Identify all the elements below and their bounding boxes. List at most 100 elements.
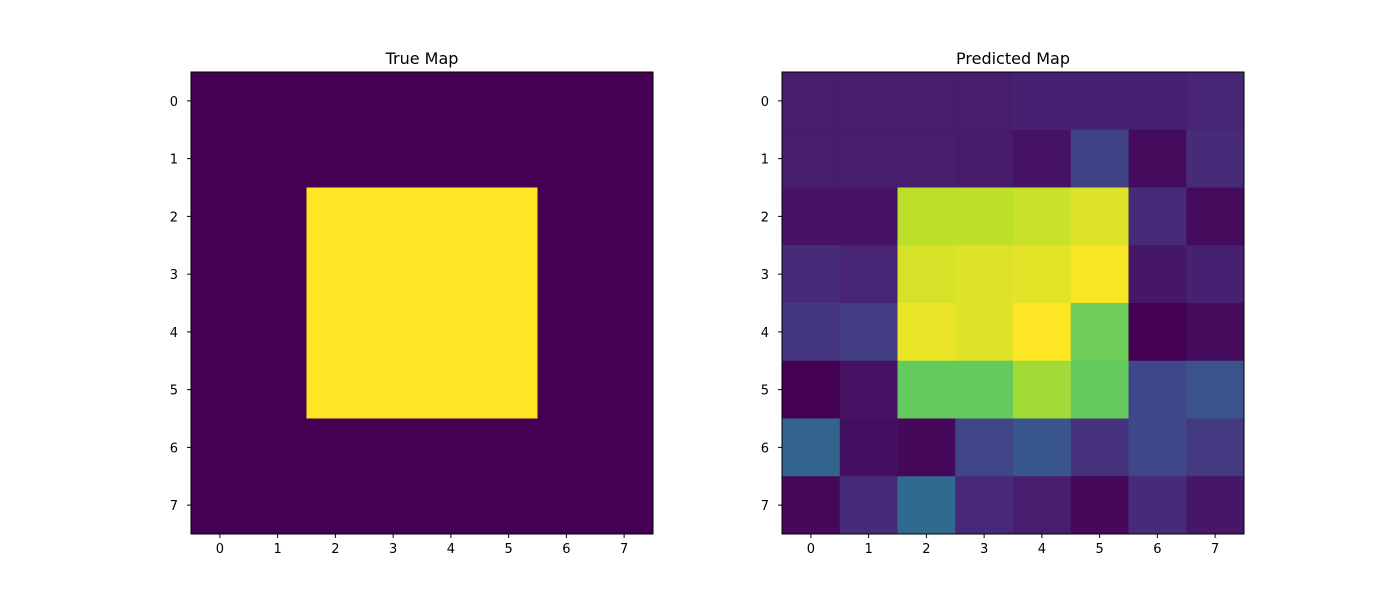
predicted-map-y-tick-label-1: 1 <box>761 153 769 168</box>
predicted-map-cell-r4-c5 <box>1070 303 1129 362</box>
predicted-map-cell-r4-c0 <box>782 303 841 362</box>
predicted-map-cell-r0-c2 <box>897 72 956 131</box>
true-map-cell-r1-c3 <box>364 129 423 188</box>
true-map-cell-r1-c0 <box>191 129 250 188</box>
true-map-y-tick-label-1: 1 <box>170 153 178 168</box>
predicted-map-cell-r7-c3 <box>955 476 1014 535</box>
true-map-cell-r1-c6 <box>537 129 596 188</box>
true-map-x-tick-label-4: 4 <box>447 542 455 557</box>
true-map-cell-r0-c7 <box>595 72 654 131</box>
predicted-map-cell-r1-c7 <box>1186 129 1245 188</box>
predicted-map-y-tick-label-3: 3 <box>761 268 769 283</box>
predicted-map-cell-r0-c1 <box>839 72 898 131</box>
true-map-cell-r2-c4 <box>422 187 481 246</box>
predicted-map-cell-r4-c4 <box>1013 303 1072 362</box>
predicted-map-x-tick-label-4: 4 <box>1038 542 1046 557</box>
true-map-cell-r6-c7 <box>595 418 654 477</box>
predicted-map-x-tick-label-0: 0 <box>807 542 815 557</box>
true-map-y-tick-label-3: 3 <box>170 268 178 283</box>
predicted-map-x-tick-label-7: 7 <box>1211 542 1219 557</box>
true-map-panel: True Map 0 1 2 3 4 5 6 7 0 1 2 3 4 5 6 7 <box>170 49 654 557</box>
predicted-map-cell-r5-c5 <box>1070 360 1129 419</box>
true-map-cell-r7-c1 <box>248 476 307 535</box>
predicted-map-cell-r5-c6 <box>1128 360 1187 419</box>
true-map-cell-r7-c4 <box>422 476 481 535</box>
true-map-cell-r6-c4 <box>422 418 481 477</box>
predicted-map-cell-r5-c4 <box>1013 360 1072 419</box>
predicted-map-cell-r7-c6 <box>1128 476 1187 535</box>
true-map-cell-r7-c2 <box>306 476 365 535</box>
true-map-cell-r1-c4 <box>422 129 481 188</box>
predicted-map-cell-r2-c6 <box>1128 187 1187 246</box>
predicted-map-cells <box>782 72 1245 535</box>
predicted-map-cell-r5-c2 <box>897 360 956 419</box>
predicted-map-cell-r0-c6 <box>1128 72 1187 131</box>
true-map-cell-r3-c5 <box>479 245 538 304</box>
true-map-cell-r5-c2 <box>306 360 365 419</box>
predicted-map-cell-r1-c3 <box>955 129 1014 188</box>
predicted-map-cell-r5-c1 <box>839 360 898 419</box>
true-map-ticks: 0 1 2 3 4 5 6 7 0 1 2 3 4 5 6 7 <box>170 95 629 557</box>
true-map-y-tick-label-6: 6 <box>170 441 178 456</box>
predicted-map-y-tick-label-7: 7 <box>761 499 769 514</box>
predicted-map-cell-r6-c3 <box>955 418 1014 477</box>
predicted-map-cell-r1-c6 <box>1128 129 1187 188</box>
true-map-x-tick-label-5: 5 <box>504 542 512 557</box>
predicted-map-y-tick-label-6: 6 <box>761 441 769 456</box>
true-map-cell-r0-c5 <box>479 72 538 131</box>
true-map-cell-r2-c0 <box>191 187 250 246</box>
true-map-cell-r6-c5 <box>479 418 538 477</box>
predicted-map-cell-r1-c0 <box>782 129 841 188</box>
predicted-map-cell-r3-c6 <box>1128 245 1187 304</box>
predicted-map-x-tick-label-1: 1 <box>864 542 872 557</box>
true-map-cell-r5-c7 <box>595 360 654 419</box>
true-map-cell-r6-c3 <box>364 418 423 477</box>
true-map-x-tick-label-0: 0 <box>216 542 224 557</box>
true-map-x-tick-label-3: 3 <box>389 542 397 557</box>
predicted-map-cell-r0-c3 <box>955 72 1014 131</box>
predicted-map-cell-r5-c7 <box>1186 360 1245 419</box>
true-map-cell-r6-c1 <box>248 418 307 477</box>
true-map-cell-r3-c6 <box>537 245 596 304</box>
predicted-map-cell-r0-c7 <box>1186 72 1245 131</box>
true-map-cell-r4-c6 <box>537 303 596 362</box>
predicted-map-cell-r6-c7 <box>1186 418 1245 477</box>
predicted-map-x-tick-label-6: 6 <box>1153 542 1161 557</box>
true-map-cell-r2-c7 <box>595 187 654 246</box>
true-map-cell-r2-c1 <box>248 187 307 246</box>
true-map-cell-r3-c4 <box>422 245 481 304</box>
predicted-map-cell-r0-c4 <box>1013 72 1072 131</box>
predicted-map-cell-r3-c2 <box>897 245 956 304</box>
true-map-cell-r5-c3 <box>364 360 423 419</box>
predicted-map-cell-r7-c5 <box>1070 476 1129 535</box>
true-map-cell-r4-c2 <box>306 303 365 362</box>
true-map-cell-r5-c1 <box>248 360 307 419</box>
predicted-map-frame <box>781 71 1245 535</box>
predicted-map-cell-r0-c5 <box>1070 72 1129 131</box>
true-map-cell-r4-c1 <box>248 303 307 362</box>
true-map-cell-r0-c2 <box>306 72 365 131</box>
predicted-map-cell-r3-c4 <box>1013 245 1072 304</box>
true-map-cell-r4-c0 <box>191 303 250 362</box>
predicted-map-cell-r6-c2 <box>897 418 956 477</box>
true-map-cell-r4-c7 <box>595 303 654 362</box>
true-map-y-tick-label-4: 4 <box>170 326 178 341</box>
predicted-map-cell-r2-c2 <box>897 187 956 246</box>
predicted-map-ticks: 0 1 2 3 4 5 6 7 0 1 2 3 4 5 6 7 <box>761 95 1220 557</box>
predicted-map-cell-r2-c7 <box>1186 187 1245 246</box>
true-map-cell-r4-c3 <box>364 303 423 362</box>
predicted-map-cell-r7-c7 <box>1186 476 1245 535</box>
predicted-map-panel: Predicted Map 0 1 2 3 4 5 6 7 0 1 2 3 4 5 6 7 <box>761 49 1245 557</box>
true-map-cell-r0-c6 <box>537 72 596 131</box>
true-map-cell-r0-c3 <box>364 72 423 131</box>
true-map-cell-r6-c0 <box>191 418 250 477</box>
predicted-map-cell-r6-c1 <box>839 418 898 477</box>
true-map-cell-r2-c2 <box>306 187 365 246</box>
true-map-cell-r3-c0 <box>191 245 250 304</box>
predicted-map-cell-r6-c4 <box>1013 418 1072 477</box>
true-map-y-tick-label-0: 0 <box>170 95 178 110</box>
predicted-map-cell-r4-c1 <box>839 303 898 362</box>
true-map-cell-r7-c5 <box>479 476 538 535</box>
true-map-frame <box>190 71 654 535</box>
